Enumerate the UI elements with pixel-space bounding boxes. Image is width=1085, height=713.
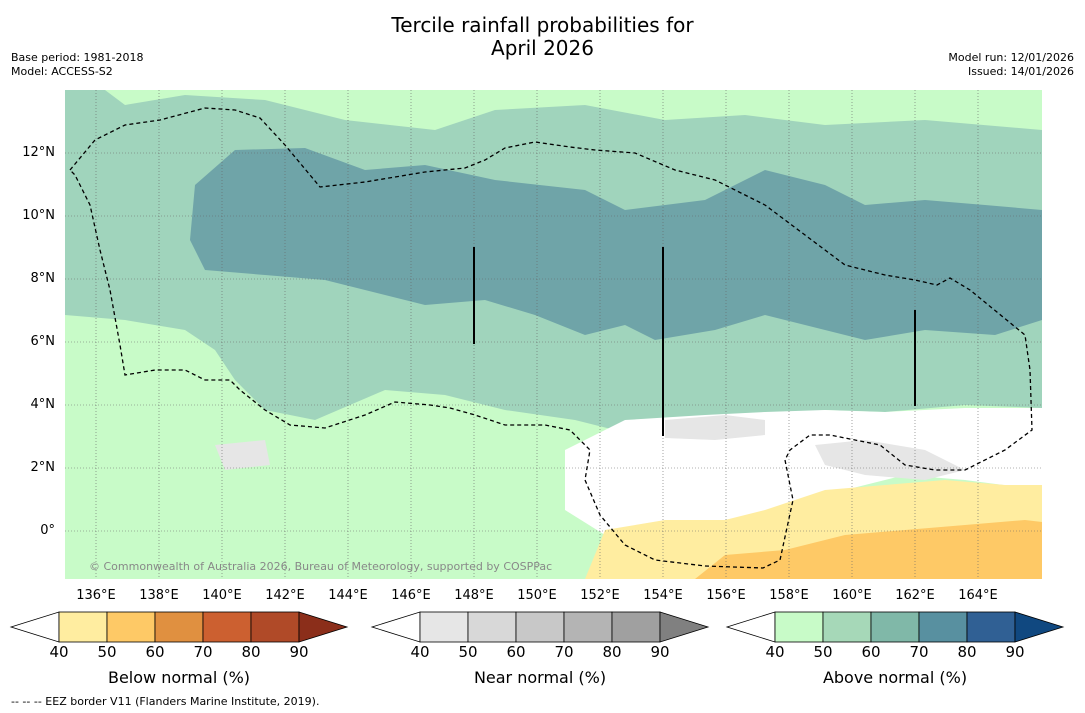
lon-label: 158°E — [769, 588, 809, 603]
copyright-text: © Commonwealth of Australia 2026, Bureau… — [89, 560, 552, 573]
lon-label: 146°E — [391, 588, 431, 603]
issued-date: Issued: 14/01/2026 — [967, 65, 1074, 78]
lat-label: 12°N — [22, 145, 55, 160]
colorbar-max-extend — [298, 611, 349, 643]
eez-border — [69, 107, 1033, 569]
lon-label: 144°E — [328, 588, 368, 603]
lon-label: 152°E — [580, 588, 620, 603]
lat-label: 4°N — [30, 397, 56, 412]
meta-left: Base period: 1981-2018 Model: ACCESS-S2 — [11, 51, 143, 79]
region-near-40 — [565, 408, 1042, 535]
lon-label: 164°E — [958, 588, 998, 603]
lon-label: 154°E — [643, 588, 683, 603]
colorbar-segment — [154, 611, 204, 643]
colorbar-segment — [419, 611, 469, 643]
colorbar-segment — [467, 611, 517, 643]
colorbar-segment — [250, 611, 300, 643]
tick: 50 — [97, 643, 117, 661]
lon-label: 136°E — [76, 588, 116, 603]
eez-legend-note: -- -- -- EEZ border V11 (Flanders Marine… — [11, 695, 320, 708]
colorbar-segment — [822, 611, 872, 643]
tick: 40 — [410, 643, 430, 661]
tick: 70 — [909, 643, 929, 661]
tick: 60 — [506, 643, 526, 661]
colorbar-label-below: Below normal (%) — [107, 668, 251, 687]
title-line2: April 2026 — [491, 36, 594, 60]
region-below-50 — [695, 520, 1042, 579]
tick: 90 — [1005, 643, 1025, 661]
tick: 70 — [554, 643, 574, 661]
colorbar-segment — [966, 611, 1016, 643]
tick: 60 — [145, 643, 165, 661]
tick: 70 — [193, 643, 213, 661]
colorbar-min-extend — [370, 611, 421, 643]
colorbar-min-extend — [725, 611, 776, 643]
title-line1: Tercile rainfall probabilities for — [391, 13, 694, 37]
colorbar-below — [9, 611, 349, 643]
lat-label: 0° — [40, 523, 55, 538]
meta-right: Model run: 12/01/2026 Issued: 14/01/2026 — [948, 51, 1074, 79]
lat-label: 10°N — [22, 208, 55, 223]
tick: 40 — [765, 643, 785, 661]
model-run: Model run: 12/01/2026 — [948, 51, 1074, 64]
colorbars — [9, 611, 1065, 643]
colorbar-min-extend — [9, 611, 60, 643]
colorbar-segment — [918, 611, 968, 643]
colorbar-segment — [515, 611, 565, 643]
colorbar-max-extend — [1014, 611, 1065, 643]
region-near-50 — [215, 415, 965, 480]
graticule — [65, 90, 1042, 579]
colorbar-max-extend — [659, 611, 710, 643]
colorbar-segment — [106, 611, 156, 643]
tick: 90 — [289, 643, 309, 661]
colorbar-segment — [774, 611, 824, 643]
lon-label: 138°E — [139, 588, 179, 603]
boundary-lines — [473, 247, 916, 436]
lon-label: 140°E — [202, 588, 242, 603]
base-period: Base period: 1981-2018 — [11, 51, 144, 64]
tick: 60 — [861, 643, 881, 661]
region-above-60 — [190, 148, 1042, 340]
tick: 50 — [813, 643, 833, 661]
tick: 50 — [458, 643, 478, 661]
colorbar-above — [725, 611, 1065, 643]
tick: 80 — [957, 643, 977, 661]
lon-label: 160°E — [832, 588, 872, 603]
lat-label: 8°N — [30, 271, 56, 286]
tick: 40 — [49, 643, 69, 661]
colorbar-segment — [563, 611, 613, 643]
colorbar-label-above: Above normal (%) — [822, 668, 968, 687]
tick: 80 — [602, 643, 622, 661]
colorbar-segment — [202, 611, 252, 643]
map-title: Tercile rainfall probabilities for April… — [0, 14, 1085, 60]
tick: 80 — [241, 643, 261, 661]
lon-label: 156°E — [706, 588, 746, 603]
lon-label: 142°E — [265, 588, 305, 603]
colorbar-near — [370, 611, 710, 643]
colorbar-segment — [58, 611, 108, 643]
lon-label: 148°E — [454, 588, 494, 603]
lon-label: 150°E — [517, 588, 557, 603]
lon-label: 162°E — [895, 588, 935, 603]
lat-label: 6°N — [30, 334, 56, 349]
lat-label: 2°N — [30, 460, 56, 475]
rainfall-map: © Commonwealth of Australia 2026, Bureau… — [65, 90, 1042, 579]
model-name: Model: ACCESS-S2 — [11, 65, 113, 78]
colorbar-label-near: Near normal (%) — [473, 668, 607, 687]
tick: 90 — [650, 643, 670, 661]
colorbar-segment — [611, 611, 661, 643]
colorbar-segment — [870, 611, 920, 643]
